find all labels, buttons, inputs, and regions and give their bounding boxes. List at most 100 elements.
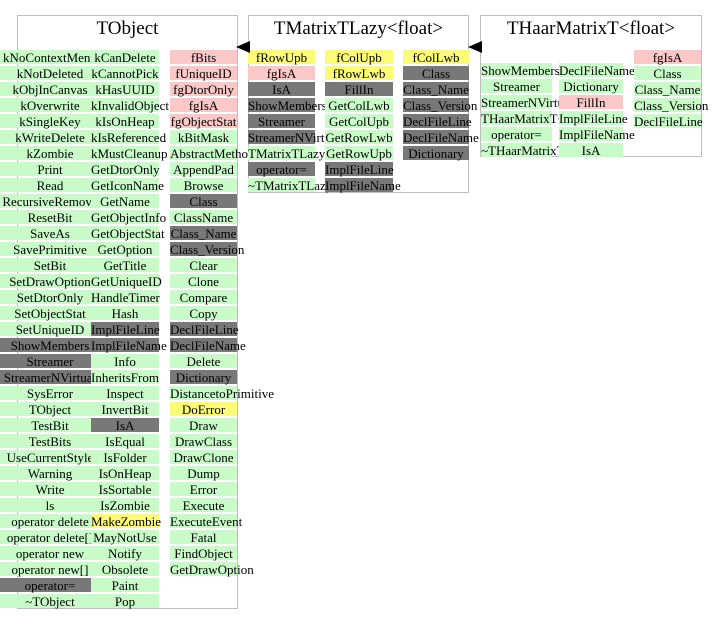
member-entry: FillIn xyxy=(559,95,623,110)
member-entry: IsOnHeap xyxy=(91,466,159,481)
member-entry: TestBits xyxy=(0,434,100,449)
member-entry: GetRowLwb xyxy=(325,130,393,145)
member-entry: FindObject xyxy=(170,546,237,561)
member-entry: ImplFileLine xyxy=(559,111,628,126)
member-entry: DeclFileLine xyxy=(170,322,239,337)
member-entry: kZombie xyxy=(0,146,100,161)
member-entry: FillIn xyxy=(325,82,393,97)
member-entry: Streamer xyxy=(248,114,315,129)
member-entry: StreamerNVirtual xyxy=(481,95,574,110)
member-entry: DistancetoPrimitive xyxy=(170,386,274,401)
member-entry: kCanDelete xyxy=(91,50,159,65)
member-entry: Pop xyxy=(91,594,159,609)
member-entry: TestBit xyxy=(0,418,100,433)
member-entry: Inspect xyxy=(91,386,159,401)
member-entry: GetColLwb xyxy=(325,98,393,113)
member-entry: GetObjectInfo xyxy=(91,210,167,225)
member-entry: SysError xyxy=(0,386,100,401)
member-entry: IsA xyxy=(91,418,159,433)
member-entry: ImplFileLine xyxy=(91,322,160,337)
class-title-tobject: TObject xyxy=(96,18,159,39)
member-entry: DeclFileName xyxy=(170,338,246,353)
member-entry: fUniqueID xyxy=(170,66,237,81)
member-entry: fgIsA xyxy=(170,98,237,113)
member-entry: fgDtorOnly xyxy=(170,82,237,97)
member-entry: GetUniqueID xyxy=(91,274,162,289)
member-entry: operator= xyxy=(248,162,315,177)
member-entry: GetRowUpb xyxy=(325,146,393,161)
member-entry: operator= xyxy=(481,127,552,142)
member-entry: kWriteDelete xyxy=(0,130,100,145)
member-entry: kIsOnHeap xyxy=(91,114,159,129)
member-entry: ImplFileLine xyxy=(325,162,394,177)
member-entry: kBitMask xyxy=(170,130,237,145)
member-entry: ClassName xyxy=(170,210,237,225)
member-entry: HandleTimer xyxy=(91,290,160,305)
member-entry: StreamerNVirtual xyxy=(0,370,100,385)
member-entry: Dictionary xyxy=(170,370,237,385)
member-entry: IsA xyxy=(559,143,623,158)
member-entry: InheritsFrom xyxy=(91,370,159,385)
member-entry: Print xyxy=(0,162,100,177)
member-entry: Warning xyxy=(0,466,100,481)
member-entry: fRowUpb xyxy=(248,50,315,65)
member-entry: Dump xyxy=(170,466,237,481)
member-entry: DoError xyxy=(170,402,237,417)
member-entry: fgIsA xyxy=(634,50,701,65)
member-entry: Delete xyxy=(170,354,237,369)
member-entry: ~TObject xyxy=(0,594,100,609)
member-entry: kHasUUID xyxy=(91,82,159,97)
member-entry: SavePrimitive xyxy=(0,242,100,257)
member-entry: kMustCleanup xyxy=(91,146,168,161)
member-entry: IsA xyxy=(248,82,315,97)
member-entry: GetColUpb xyxy=(325,114,393,129)
member-entry: Compare xyxy=(170,290,237,305)
member-entry: InvertBit xyxy=(91,402,159,417)
member-entry: GetOption xyxy=(91,242,159,257)
member-entry: Streamer xyxy=(0,354,100,369)
member-entry: Obsolete xyxy=(91,562,159,577)
member-entry: Dictionary xyxy=(559,79,623,94)
member-entry: Dictionary xyxy=(403,146,469,161)
member-entry: Streamer xyxy=(481,79,552,94)
member-entry: Class_Name xyxy=(403,82,469,97)
member-entry: SetUniqueID xyxy=(0,322,100,337)
member-entry: ~THaarMatrixT<float> xyxy=(481,143,604,158)
member-entry: IsZombie xyxy=(91,498,159,513)
member-entry: ImplFileName xyxy=(325,178,401,193)
member-entry: operator= xyxy=(0,578,100,593)
member-entry: operator delete[] xyxy=(0,530,100,545)
member-entry: fColLwb xyxy=(403,50,469,65)
member-entry: ShowMembers xyxy=(481,63,560,78)
member-entry: kOverwrite xyxy=(0,98,100,113)
member-entry: RecursiveRemove xyxy=(0,194,100,209)
member-entry: SetDtorOnly xyxy=(0,290,100,305)
member-entry: Fatal xyxy=(170,530,237,545)
member-entry: fRowLwb xyxy=(325,66,393,81)
member-entry: Browse xyxy=(170,178,237,193)
member-entry: SetBit xyxy=(0,258,100,273)
member-entry: kInvalidObject xyxy=(91,98,169,113)
member-entry: GetTitle xyxy=(91,258,159,273)
member-entry: DrawClone xyxy=(170,450,237,465)
member-entry: kSingleKey xyxy=(0,114,100,129)
member-entry: DeclFileName xyxy=(403,130,479,145)
member-entry: GetDrawOption xyxy=(170,562,254,577)
member-entry: Class_Name xyxy=(634,82,701,97)
member-entry: fBits xyxy=(170,50,237,65)
member-entry: kNoContextMenu xyxy=(0,50,100,65)
member-entry: Class_Version xyxy=(634,98,709,113)
member-entry: Notify xyxy=(91,546,159,561)
member-entry: fColUpb xyxy=(325,50,393,65)
member-entry: Draw xyxy=(170,418,237,433)
member-entry: Class_Version xyxy=(170,242,245,257)
member-entry: ImplFileName xyxy=(559,127,635,142)
member-entry: Hash xyxy=(91,306,159,321)
member-entry: Error xyxy=(170,482,237,497)
member-entry: GetName xyxy=(91,194,159,209)
member-entry: ImplFileName xyxy=(91,338,167,353)
inheritance-arrow-tobject xyxy=(236,41,250,53)
member-entry: kIsReferenced xyxy=(91,130,167,145)
member-entry: ExecuteEvent xyxy=(170,514,243,529)
class-title-tmatrixtlazy: TMatrixTLazy<float> xyxy=(273,18,444,39)
